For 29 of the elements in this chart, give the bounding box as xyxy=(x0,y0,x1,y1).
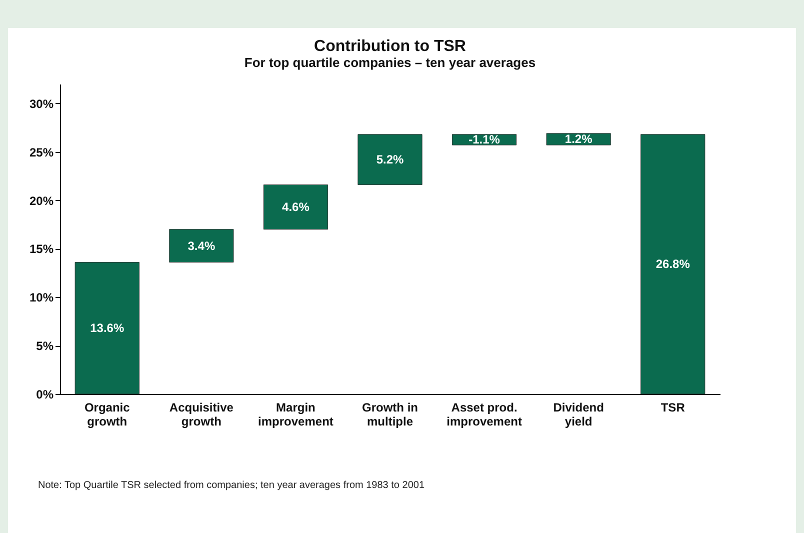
y-tick-label: 15% xyxy=(29,242,54,256)
data-label: 13.6% xyxy=(90,321,124,336)
y-tick-label: 25% xyxy=(29,145,54,160)
bar xyxy=(74,262,140,394)
y-tick-label: 30% xyxy=(29,96,54,111)
data-label: -1.1% xyxy=(468,132,500,147)
chart-subtitle: For top quartile companies – ten year averages xyxy=(244,55,536,70)
data-label: 26.8% xyxy=(656,257,690,272)
x-tick-label: Asset prod. improvement xyxy=(446,400,522,428)
data-label: 5.2% xyxy=(376,152,404,167)
chart-title: Contribution to TSR xyxy=(314,38,466,55)
x-tick-label: Organic growth xyxy=(84,400,130,428)
y-tick-label: 5% xyxy=(36,339,54,354)
x-tick-label: Acquisitive growth xyxy=(169,400,234,428)
y-tick-label: 20% xyxy=(29,194,54,208)
bar xyxy=(263,184,328,230)
y-tick-label: 0% xyxy=(36,388,54,402)
bar xyxy=(640,134,706,394)
x-tick-label: Dividend yield xyxy=(553,400,604,428)
bar xyxy=(358,134,422,185)
bar xyxy=(169,229,234,262)
x-tick-label: Growth in multiple xyxy=(362,400,418,428)
data-label: 4.6% xyxy=(282,200,310,214)
data-label: 3.4% xyxy=(188,238,216,253)
y-tick-label: 10% xyxy=(29,290,54,305)
data-label: 1.2% xyxy=(564,132,593,146)
text: Note: Top Quartile TSR selected from companies; ten year averages from 1983 to 2001 xyxy=(38,480,425,491)
x-tick-label: TSR xyxy=(660,400,686,414)
x-tick-label: Margin improvement xyxy=(258,400,334,428)
